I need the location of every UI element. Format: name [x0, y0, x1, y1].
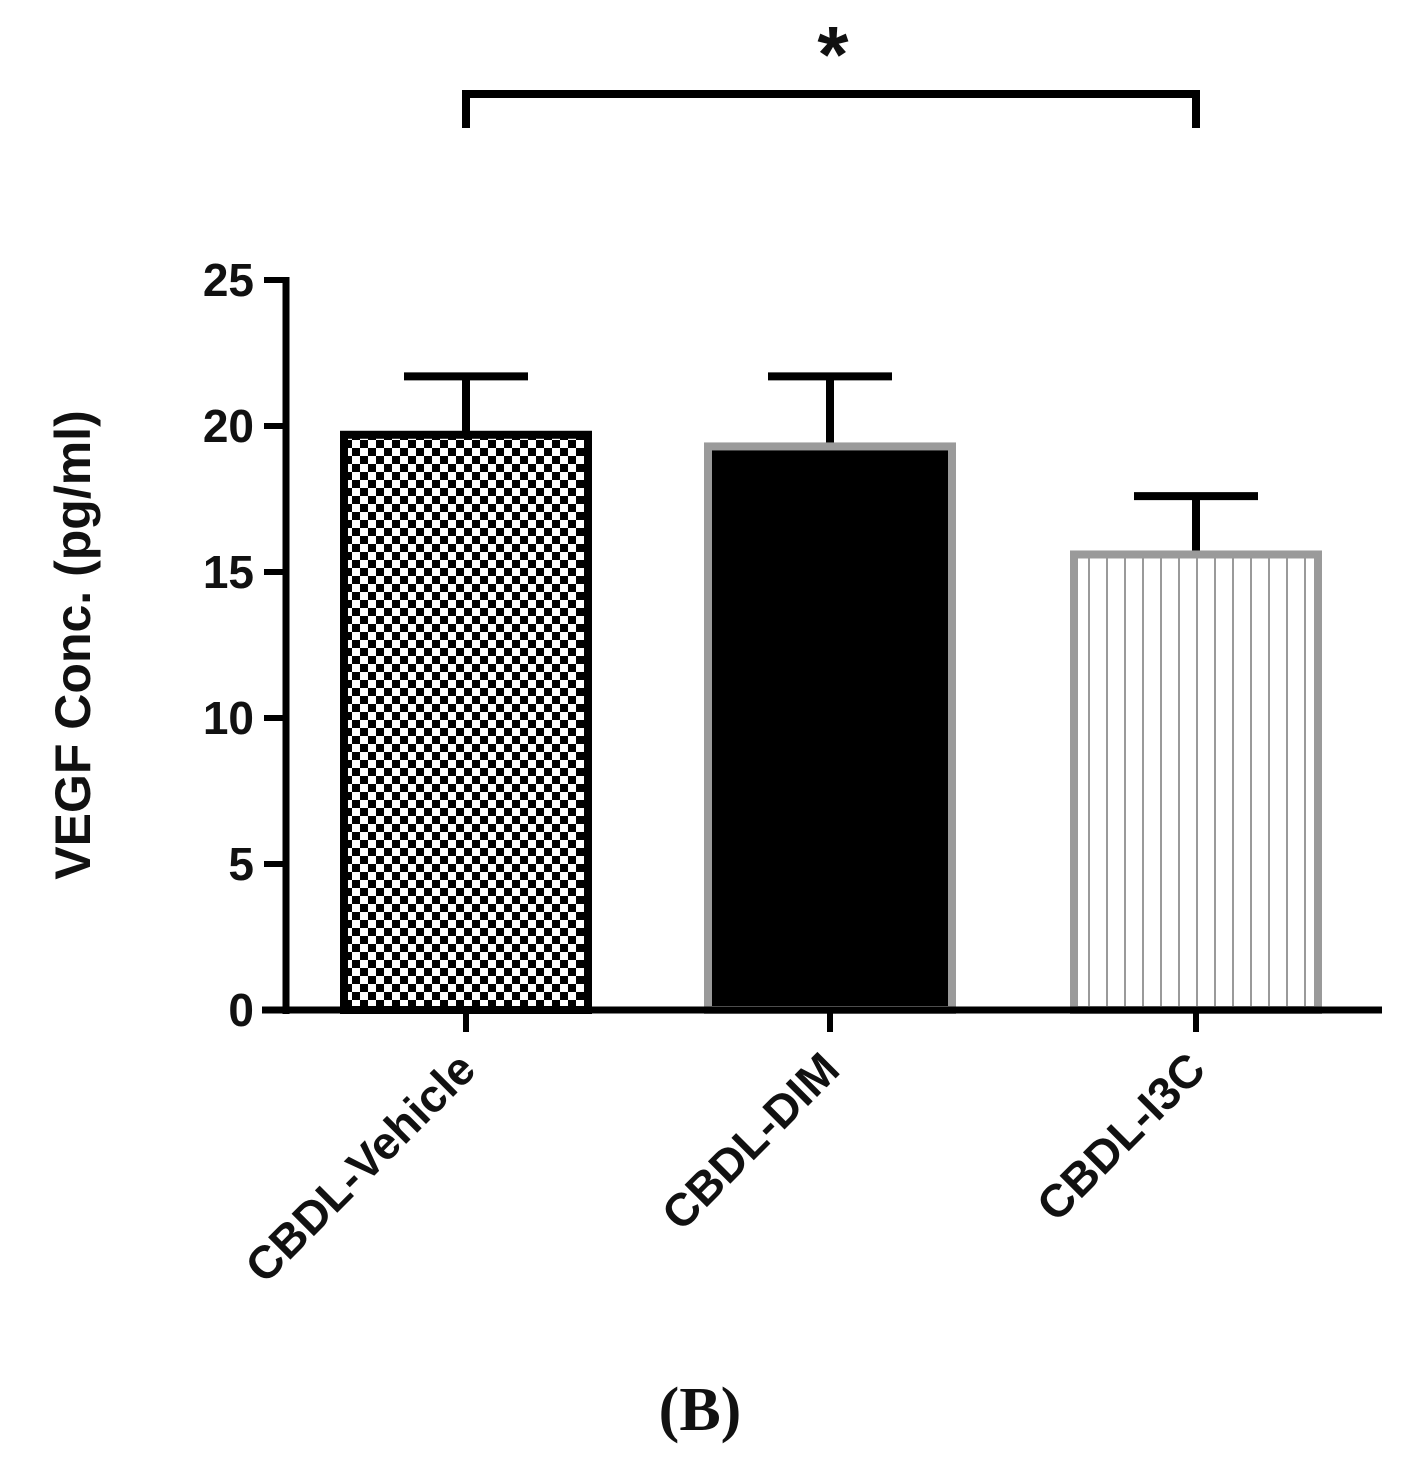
- bar: [340, 430, 592, 1014]
- y-tick-label: 10: [203, 692, 254, 744]
- y-tick-label: 5: [228, 838, 254, 890]
- x-tick-label: CBDL-I3C: [1027, 1042, 1216, 1231]
- bars-group: [340, 430, 1322, 1014]
- error-bars-group: [404, 372, 1258, 555]
- bar: [704, 442, 956, 1014]
- significance-bracket: [462, 90, 1200, 128]
- y-axis-title: VEGF Conc. (pg/ml): [45, 410, 101, 879]
- y-tick-label: 0: [228, 984, 254, 1036]
- y-tick-label: 15: [203, 546, 254, 598]
- panel-label: (B): [659, 1376, 742, 1444]
- significance-label: *: [817, 10, 849, 99]
- bar: [1070, 550, 1322, 1014]
- y-tick-label: 20: [203, 400, 254, 452]
- x-tick-label: CBDL-Vehicle: [235, 1042, 485, 1292]
- y-tick-label: 25: [203, 254, 254, 306]
- x-tick-label: CBDL-DIM: [652, 1042, 850, 1240]
- significance-bracket-group: *: [462, 10, 1200, 128]
